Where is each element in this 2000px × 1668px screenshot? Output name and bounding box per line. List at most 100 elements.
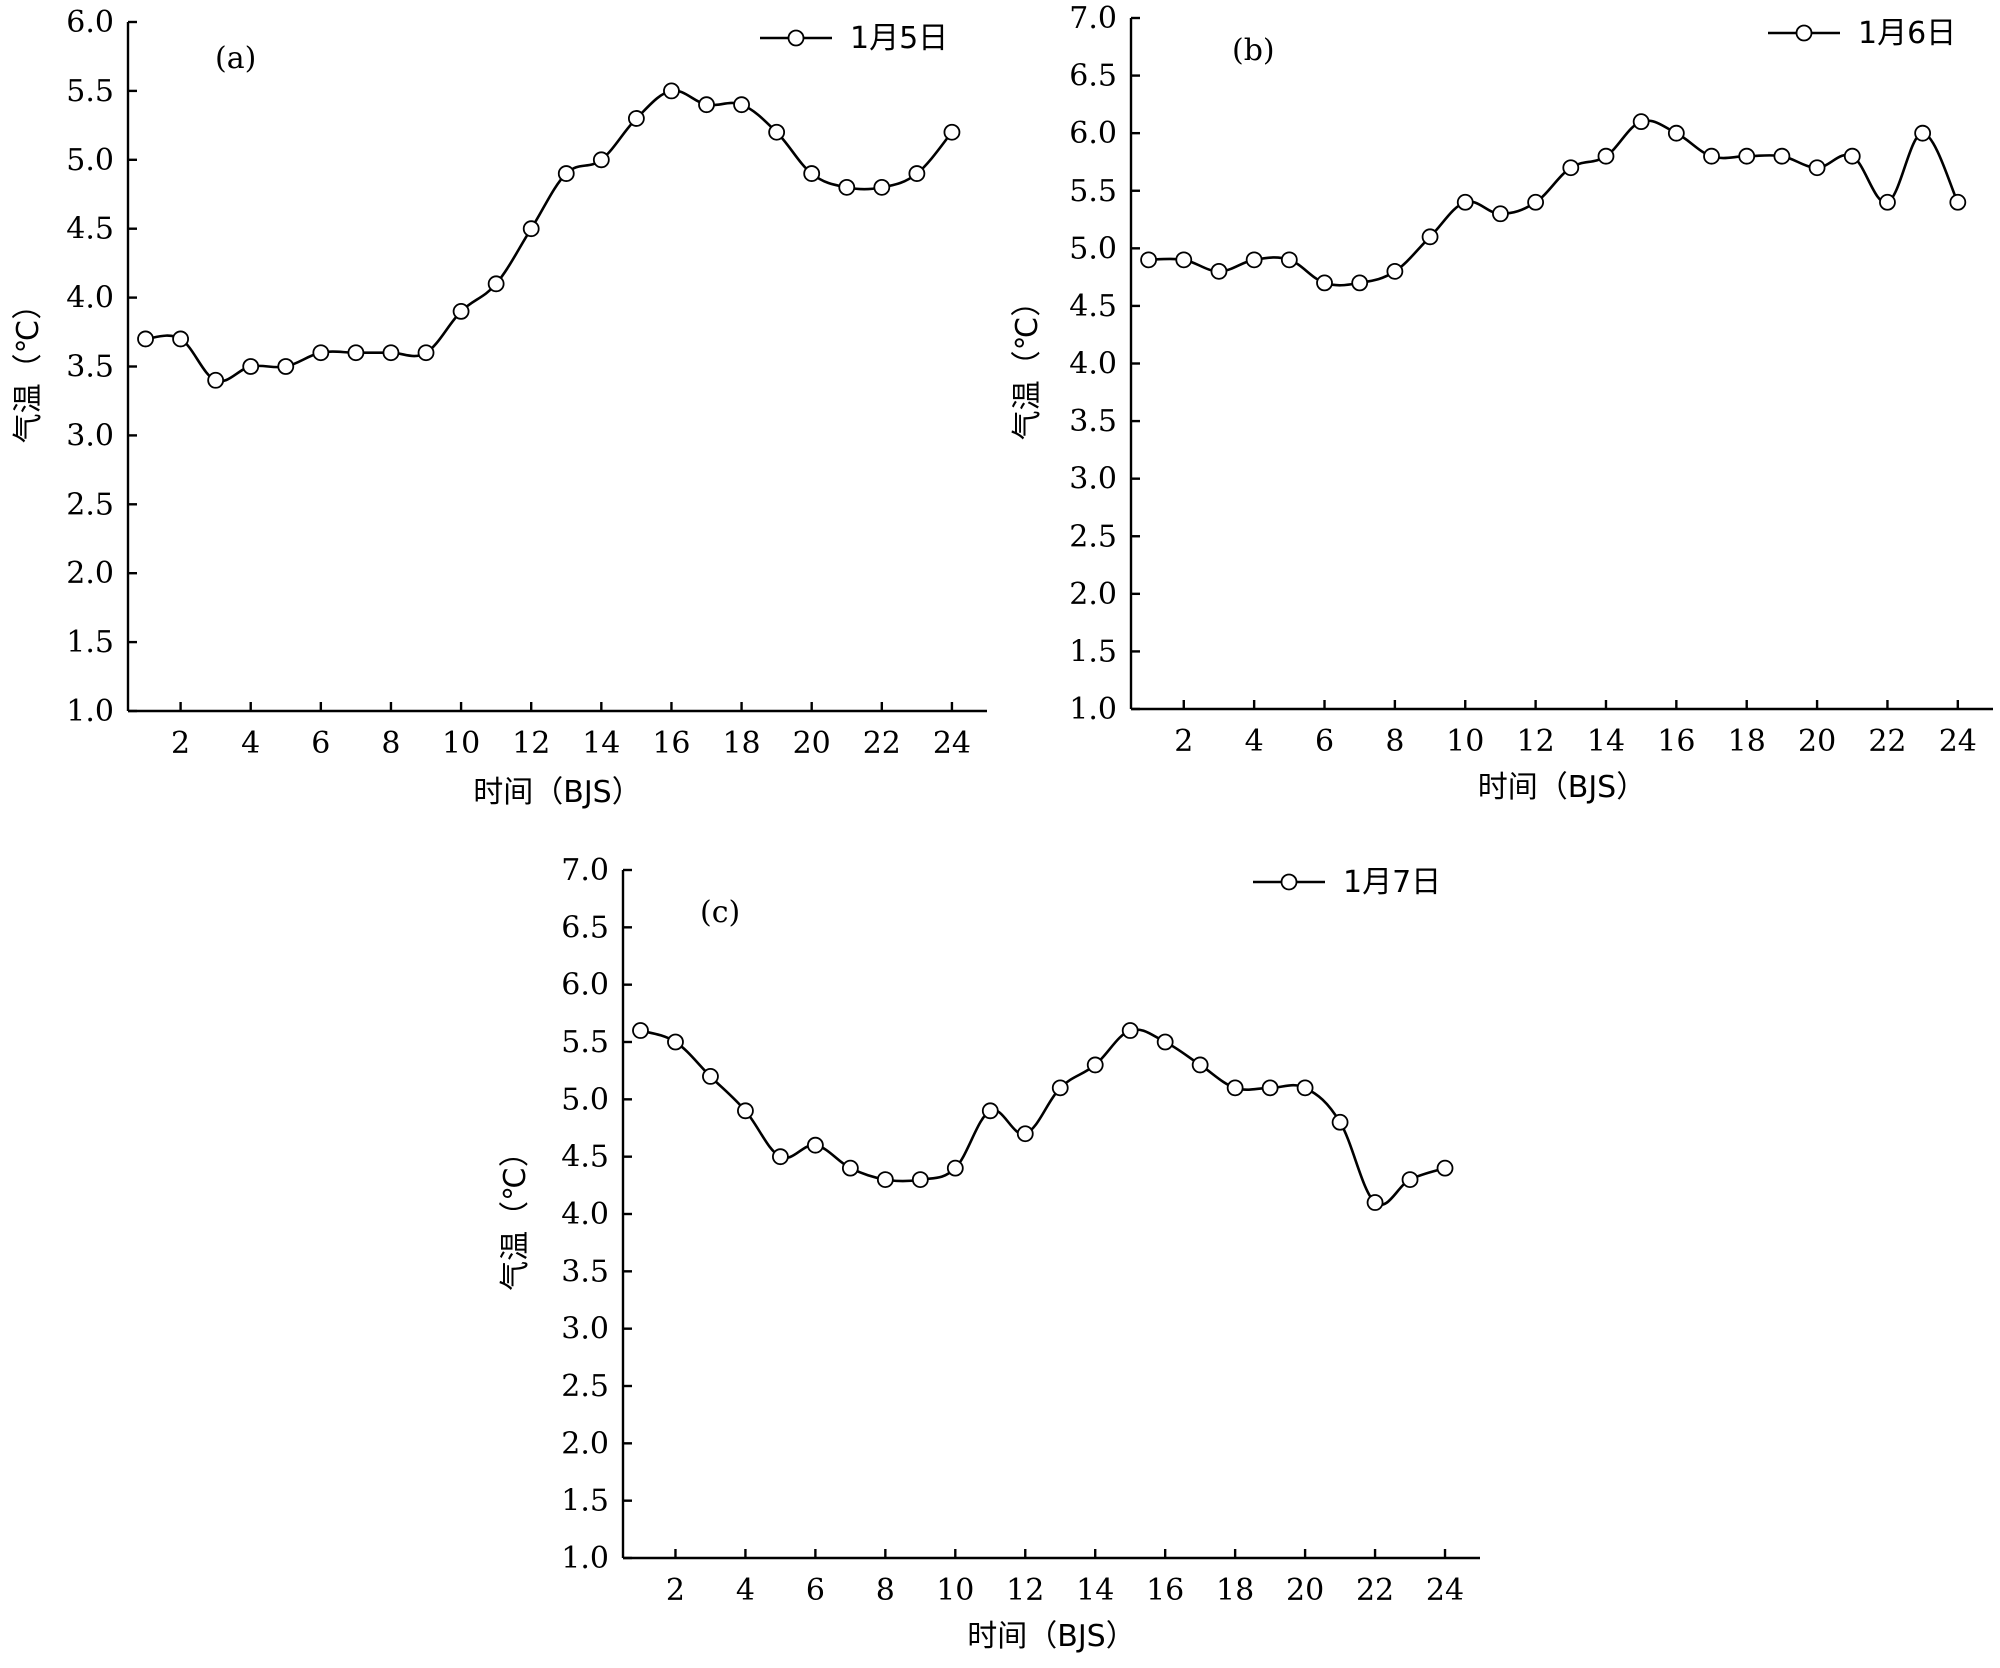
data-point <box>1773 147 1791 165</box>
data-point <box>1191 1056 1209 1074</box>
x-tick-label: 22 <box>1356 1573 1394 1608</box>
y-tick-label: 3.5 <box>66 350 114 385</box>
data-point <box>873 178 891 196</box>
series-line <box>145 89 953 383</box>
x-axis-title: 时间（BJS） <box>967 1619 1135 1654</box>
data-point <box>417 344 435 362</box>
y-tick-label: 6.0 <box>66 5 114 40</box>
data-point <box>1914 124 1932 142</box>
x-tick-label: 4 <box>241 726 260 761</box>
data-point <box>1016 1125 1034 1143</box>
x-tick-label: 12 <box>512 726 550 761</box>
data-point <box>737 1102 754 1120</box>
panel-label: (a) <box>215 41 256 76</box>
data-point <box>1597 147 1615 165</box>
panel-3: 1.0 1.5 2.0 2.5 3.0 3.5 4.0 4.5 5.0 5.5 6.0 6.5 7.0 2… <box>498 853 1480 1654</box>
data-point <box>698 96 715 114</box>
data-point <box>663 82 680 100</box>
data-point <box>1401 1171 1419 1188</box>
y-tick-label: 2.5 <box>66 487 114 522</box>
data-point <box>1226 1079 1244 1097</box>
x-tick-label: 22 <box>1868 724 1906 759</box>
data-point <box>1703 147 1720 165</box>
data-point <box>172 330 189 348</box>
data-point <box>1175 251 1193 269</box>
y-tick-label: 3.5 <box>1069 404 1117 439</box>
panel-1: 1.01.52.02.53.03.54.04.55.05.56.02 4 6 8 10 1… <box>11 5 987 810</box>
data-point <box>876 1171 894 1188</box>
y-tick-label: 3.0 <box>1069 462 1117 497</box>
data-point <box>768 123 786 141</box>
x-axis-title: 时间（BJS） <box>473 775 641 810</box>
data-point <box>1562 159 1580 177</box>
legend: 1月5日 <box>760 21 948 56</box>
x-tick-label: 20 <box>793 726 831 761</box>
data-point <box>1140 251 1157 269</box>
y-tick-label: 6.0 <box>561 968 609 1003</box>
data-point <box>1386 262 1404 280</box>
data-point <box>667 1033 684 1051</box>
legend-marker <box>787 29 805 47</box>
legend-marker <box>1795 24 1813 42</box>
y-tick-label: 2.0 <box>561 1426 609 1461</box>
x-tick-label: 6 <box>806 1573 825 1608</box>
data-point <box>1331 1113 1349 1131</box>
y-tick-label: 1.0 <box>1069 692 1117 727</box>
x-tick-label: 10 <box>442 726 480 761</box>
y-tick-label: 4.0 <box>561 1197 609 1232</box>
y-axis-title: 气温（℃） <box>11 290 46 444</box>
data-point <box>382 344 400 362</box>
y-tick-label: 1.0 <box>561 1541 609 1576</box>
legend: 1月7日 <box>1253 865 1441 900</box>
y-axis-title: 气温（℃） <box>498 1137 533 1291</box>
series-line <box>1148 119 1959 287</box>
data-point <box>242 358 260 375</box>
x-axis-title: 时间（BJS） <box>1478 770 1646 805</box>
panel-label: (c) <box>700 895 740 930</box>
y-tick-label: 7.0 <box>561 853 609 888</box>
data-point <box>1843 147 1861 165</box>
x-tick-label: 2 <box>171 726 190 761</box>
data-point <box>943 123 961 141</box>
data-point <box>312 344 330 362</box>
data-point <box>1245 251 1263 269</box>
data-point <box>1210 262 1228 280</box>
data-point <box>1632 113 1650 131</box>
x-tick-label: 22 <box>863 726 901 761</box>
data-point <box>347 344 365 362</box>
x-tick-label: 6 <box>1315 724 1334 759</box>
data-point <box>981 1102 999 1120</box>
x-tick-label: 14 <box>1076 1573 1114 1608</box>
x-tick-label: 8 <box>381 726 400 761</box>
x-tick-label: 6 <box>311 726 330 761</box>
y-tick-label: 2.0 <box>66 556 114 591</box>
data-point <box>1261 1079 1279 1097</box>
panel-label: (b) <box>1232 33 1275 68</box>
x-tick-label: 4 <box>736 1573 755 1608</box>
x-tick-label: 18 <box>1216 1573 1254 1608</box>
y-tick-label: 5.0 <box>561 1082 609 1117</box>
data-point <box>1156 1033 1174 1051</box>
x-tick-label: 18 <box>722 726 760 761</box>
data-point <box>733 96 750 114</box>
y-tick-label: 6.0 <box>1069 116 1117 151</box>
data-point <box>806 1136 824 1154</box>
data-point <box>592 151 610 169</box>
data-point <box>838 178 856 196</box>
y-tick-label: 7.0 <box>1069 1 1117 36</box>
x-tick-label: 24 <box>1426 1573 1464 1608</box>
x-tick-label: 18 <box>1728 724 1766 759</box>
y-axis-title: 气温（℃） <box>1010 287 1045 441</box>
data-point <box>1086 1056 1104 1074</box>
x-tick-label: 14 <box>582 726 620 761</box>
data-point <box>207 371 225 389</box>
data-point <box>772 1148 789 1166</box>
x-tick-label: 16 <box>1657 724 1695 759</box>
x-tick-label: 14 <box>1587 724 1625 759</box>
legend: 1月6日 <box>1768 16 1956 51</box>
data-point <box>1436 1159 1454 1177</box>
data-point <box>702 1068 719 1085</box>
data-point <box>1738 147 1756 165</box>
x-tick-label: 4 <box>1245 724 1264 759</box>
